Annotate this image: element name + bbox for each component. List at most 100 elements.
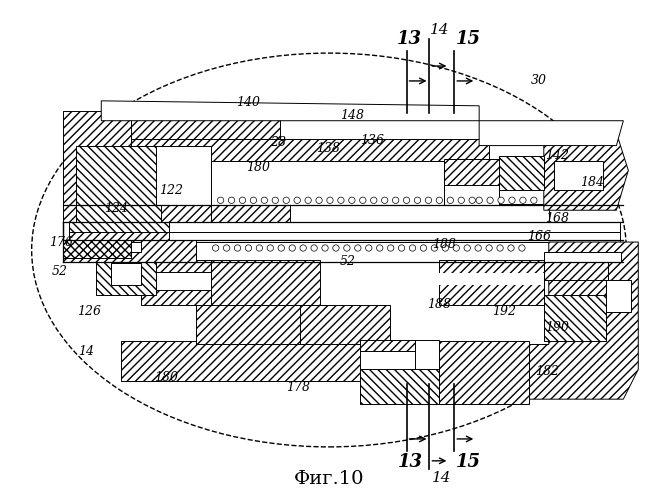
Circle shape <box>349 197 355 203</box>
Text: 15: 15 <box>456 453 481 471</box>
Text: 14: 14 <box>430 23 449 37</box>
Circle shape <box>250 197 257 203</box>
Circle shape <box>486 245 492 251</box>
Polygon shape <box>195 304 330 344</box>
Circle shape <box>267 245 274 251</box>
Circle shape <box>213 245 219 251</box>
Polygon shape <box>544 262 609 280</box>
Text: 126: 126 <box>78 305 101 318</box>
Circle shape <box>245 245 251 251</box>
Circle shape <box>240 197 245 203</box>
Text: 192: 192 <box>492 305 516 318</box>
Circle shape <box>509 197 515 203</box>
Text: Фиг.10: Фиг.10 <box>293 470 365 488</box>
Circle shape <box>305 197 311 203</box>
Text: 122: 122 <box>159 184 183 197</box>
Polygon shape <box>440 260 544 304</box>
Text: 184: 184 <box>580 176 605 189</box>
Text: 176: 176 <box>49 236 74 248</box>
Polygon shape <box>444 186 499 205</box>
Polygon shape <box>211 204 290 222</box>
Polygon shape <box>211 160 444 205</box>
Circle shape <box>388 245 394 251</box>
Circle shape <box>261 197 268 203</box>
Text: 13: 13 <box>398 453 423 471</box>
Circle shape <box>476 197 482 203</box>
Circle shape <box>283 197 290 203</box>
Circle shape <box>420 245 426 251</box>
Polygon shape <box>360 370 440 404</box>
Text: 124: 124 <box>104 202 128 214</box>
Polygon shape <box>131 111 280 138</box>
Circle shape <box>436 197 443 203</box>
Circle shape <box>508 245 514 251</box>
Ellipse shape <box>33 54 625 446</box>
Circle shape <box>464 245 470 251</box>
Circle shape <box>376 245 383 251</box>
Text: 166: 166 <box>527 230 551 242</box>
Circle shape <box>447 197 453 203</box>
Polygon shape <box>70 222 620 232</box>
Text: 28: 28 <box>270 136 286 149</box>
Polygon shape <box>415 340 440 370</box>
Polygon shape <box>440 342 529 404</box>
Polygon shape <box>360 342 440 369</box>
Circle shape <box>338 197 344 203</box>
Text: 52: 52 <box>340 256 356 268</box>
Circle shape <box>333 245 339 251</box>
Polygon shape <box>63 240 131 258</box>
Circle shape <box>234 245 241 251</box>
Text: 142: 142 <box>545 149 569 162</box>
Polygon shape <box>96 252 156 294</box>
Polygon shape <box>131 138 489 160</box>
Circle shape <box>316 197 322 203</box>
Polygon shape <box>70 232 620 242</box>
Polygon shape <box>300 304 390 344</box>
Polygon shape <box>76 146 161 222</box>
Circle shape <box>289 245 295 251</box>
Text: 190: 190 <box>545 321 569 334</box>
Circle shape <box>343 245 350 251</box>
Text: 168: 168 <box>545 212 569 224</box>
Polygon shape <box>70 232 169 242</box>
Polygon shape <box>499 156 544 190</box>
Polygon shape <box>554 160 603 190</box>
Text: 140: 140 <box>236 96 261 110</box>
Circle shape <box>425 197 432 203</box>
Polygon shape <box>63 111 211 222</box>
Text: 180: 180 <box>154 371 178 384</box>
Circle shape <box>519 245 525 251</box>
Circle shape <box>487 197 494 203</box>
Polygon shape <box>121 342 390 382</box>
Circle shape <box>497 245 503 251</box>
Circle shape <box>415 197 420 203</box>
Circle shape <box>431 245 438 251</box>
Circle shape <box>360 197 366 203</box>
Circle shape <box>409 245 416 251</box>
Polygon shape <box>101 101 479 120</box>
Circle shape <box>403 197 410 203</box>
Text: 30: 30 <box>531 74 547 88</box>
Text: 15: 15 <box>456 30 481 48</box>
Circle shape <box>453 245 459 251</box>
Text: 138: 138 <box>316 142 340 155</box>
Polygon shape <box>211 204 549 222</box>
Circle shape <box>311 245 317 251</box>
Circle shape <box>278 245 284 251</box>
Circle shape <box>398 245 405 251</box>
Circle shape <box>256 245 263 251</box>
Text: 148: 148 <box>340 110 364 122</box>
Circle shape <box>458 197 465 203</box>
Polygon shape <box>195 260 320 304</box>
Polygon shape <box>479 120 623 146</box>
Polygon shape <box>63 240 195 262</box>
Text: 52: 52 <box>51 266 68 278</box>
Circle shape <box>228 197 235 203</box>
Polygon shape <box>70 222 169 232</box>
Text: 14: 14 <box>432 471 451 485</box>
Text: 136: 136 <box>360 134 384 147</box>
Circle shape <box>520 197 526 203</box>
Circle shape <box>300 245 307 251</box>
Circle shape <box>469 197 475 203</box>
Polygon shape <box>440 273 544 285</box>
